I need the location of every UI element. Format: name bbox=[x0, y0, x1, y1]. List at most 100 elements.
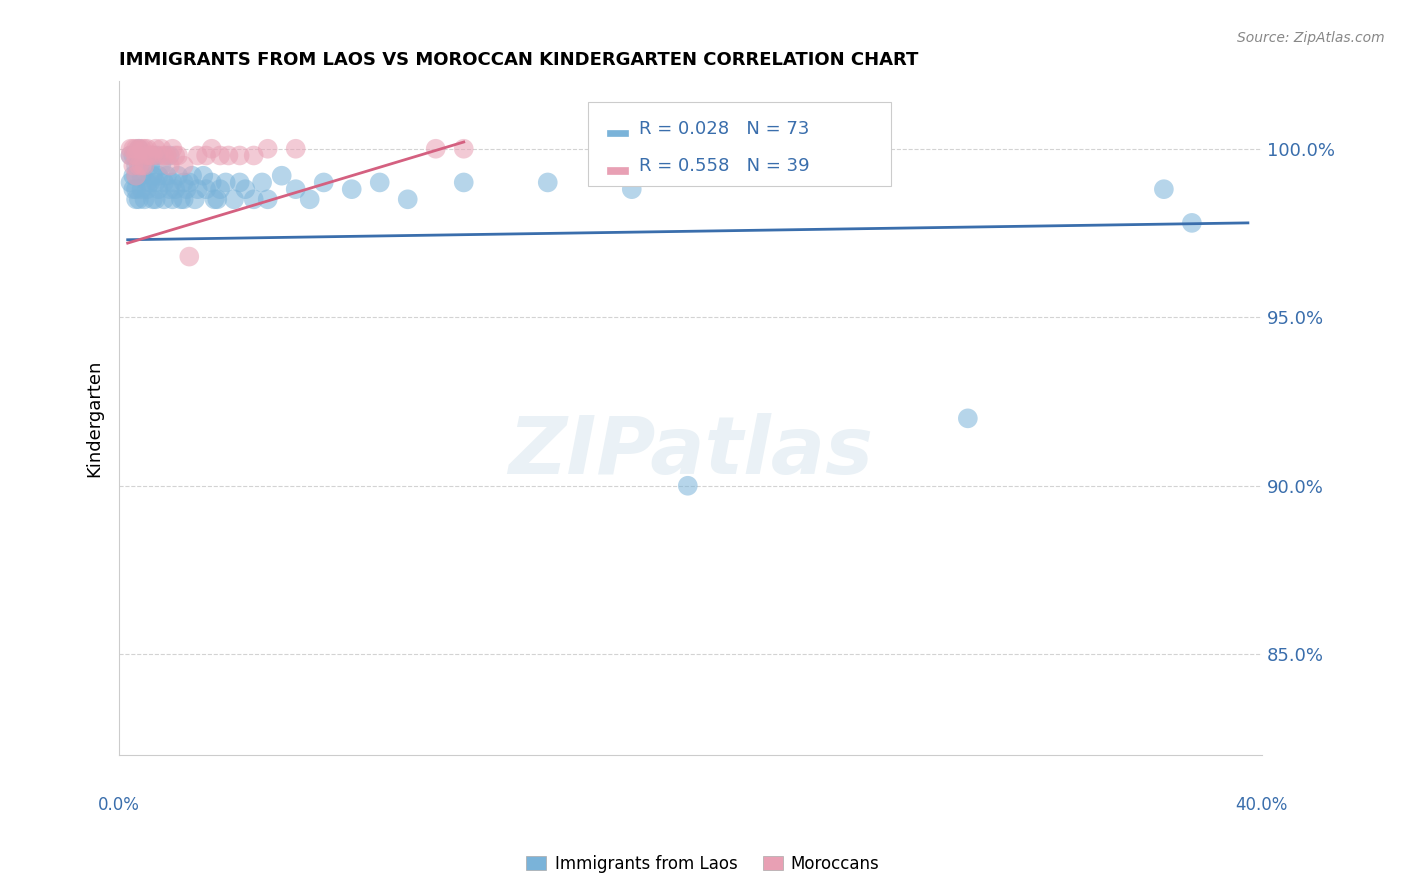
Point bbox=[150, 142, 173, 156]
Point bbox=[179, 176, 201, 190]
Point bbox=[125, 142, 148, 156]
Point bbox=[228, 148, 250, 162]
Point bbox=[122, 148, 145, 162]
Point bbox=[179, 250, 201, 264]
Point bbox=[120, 148, 142, 162]
Point bbox=[242, 148, 264, 162]
Point bbox=[193, 169, 215, 183]
Point bbox=[136, 176, 159, 190]
Point bbox=[125, 169, 148, 183]
Point bbox=[204, 192, 226, 206]
Point bbox=[120, 148, 142, 162]
Point bbox=[173, 159, 195, 173]
FancyBboxPatch shape bbox=[588, 102, 890, 186]
Point bbox=[187, 148, 209, 162]
Point bbox=[139, 148, 162, 162]
Point bbox=[120, 142, 142, 156]
Point bbox=[131, 182, 153, 196]
Point bbox=[312, 176, 335, 190]
FancyBboxPatch shape bbox=[607, 168, 627, 174]
Point bbox=[156, 169, 179, 183]
Point bbox=[120, 176, 142, 190]
Point bbox=[131, 148, 153, 162]
Point bbox=[145, 148, 167, 162]
Point bbox=[125, 148, 148, 162]
Point bbox=[150, 159, 173, 173]
Point bbox=[233, 182, 256, 196]
Point bbox=[162, 176, 184, 190]
Point bbox=[195, 148, 218, 162]
Point bbox=[173, 176, 195, 190]
Point bbox=[167, 148, 190, 162]
Point bbox=[159, 182, 181, 196]
Point bbox=[148, 169, 170, 183]
Point bbox=[215, 176, 238, 190]
Point bbox=[250, 176, 273, 190]
Point bbox=[195, 182, 218, 196]
Point bbox=[134, 159, 156, 173]
Point bbox=[201, 176, 224, 190]
Point bbox=[187, 182, 209, 196]
Point bbox=[142, 192, 165, 206]
Point bbox=[256, 192, 278, 206]
Point bbox=[136, 142, 159, 156]
Point bbox=[1153, 182, 1175, 196]
Point bbox=[284, 142, 307, 156]
Point bbox=[122, 142, 145, 156]
Y-axis label: Kindergarten: Kindergarten bbox=[86, 359, 103, 477]
Point bbox=[128, 159, 150, 173]
Point bbox=[145, 192, 167, 206]
Point bbox=[170, 192, 193, 206]
Point bbox=[131, 159, 153, 173]
Point bbox=[122, 169, 145, 183]
Point bbox=[134, 142, 156, 156]
Point bbox=[165, 182, 187, 196]
Point bbox=[176, 182, 198, 196]
Point bbox=[284, 182, 307, 196]
Point bbox=[122, 182, 145, 196]
Point bbox=[181, 169, 204, 183]
Point bbox=[153, 192, 176, 206]
Point bbox=[142, 169, 165, 183]
Point bbox=[156, 148, 179, 162]
Point bbox=[956, 411, 979, 425]
Point bbox=[145, 176, 167, 190]
Point bbox=[537, 176, 560, 190]
Text: IMMIGRANTS FROM LAOS VS MOROCCAN KINDERGARTEN CORRELATION CHART: IMMIGRANTS FROM LAOS VS MOROCCAN KINDERG… bbox=[120, 51, 918, 69]
Point bbox=[136, 182, 159, 196]
FancyBboxPatch shape bbox=[607, 130, 627, 136]
Text: R = 0.558   N = 39: R = 0.558 N = 39 bbox=[640, 157, 810, 175]
Point bbox=[131, 169, 153, 183]
Point bbox=[145, 142, 167, 156]
Point bbox=[207, 192, 229, 206]
Point bbox=[134, 159, 156, 173]
Point bbox=[159, 159, 181, 173]
Point bbox=[453, 176, 475, 190]
Point bbox=[122, 159, 145, 173]
Point bbox=[209, 148, 232, 162]
Point bbox=[270, 169, 292, 183]
Point bbox=[128, 142, 150, 156]
Text: 0.0%: 0.0% bbox=[98, 796, 141, 814]
Point bbox=[184, 192, 207, 206]
Point bbox=[298, 192, 321, 206]
Point bbox=[340, 182, 363, 196]
Point bbox=[128, 159, 150, 173]
Point bbox=[125, 192, 148, 206]
Point bbox=[128, 142, 150, 156]
Text: ZIPatlas: ZIPatlas bbox=[508, 413, 873, 491]
Point bbox=[125, 182, 148, 196]
Point bbox=[142, 148, 165, 162]
Point bbox=[173, 192, 195, 206]
Point bbox=[162, 192, 184, 206]
Point bbox=[131, 142, 153, 156]
Point bbox=[162, 142, 184, 156]
Point bbox=[139, 159, 162, 173]
Point bbox=[148, 148, 170, 162]
Point bbox=[425, 142, 447, 156]
Point bbox=[222, 192, 245, 206]
Text: Source: ZipAtlas.com: Source: ZipAtlas.com bbox=[1237, 31, 1385, 45]
Point bbox=[368, 176, 391, 190]
Legend: Immigrants from Laos, Moroccans: Immigrants from Laos, Moroccans bbox=[520, 848, 886, 880]
Point bbox=[620, 182, 643, 196]
